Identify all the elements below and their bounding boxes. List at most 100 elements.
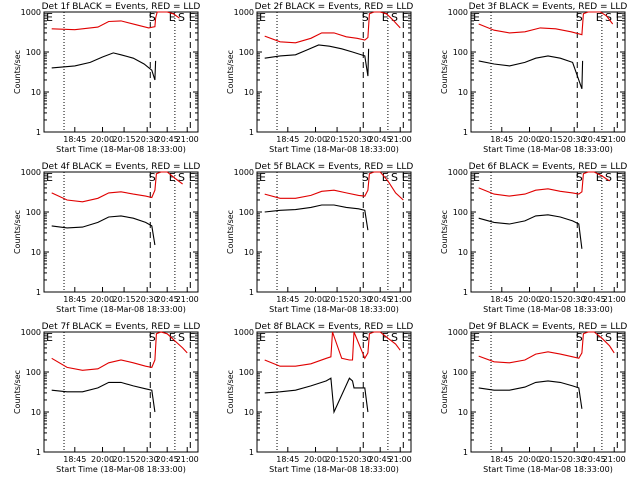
interval-marker-label: E — [46, 171, 53, 184]
detector-chart: Det 1f BLACK = Events, RED = LLD 1 10 100 10… — [13, 2, 201, 154]
x-tick-label: 21:00 — [602, 455, 625, 464]
x-tick-label: 21:00 — [389, 295, 412, 304]
y-tick-label: 10 — [31, 88, 41, 97]
x-tick-label: 21:00 — [176, 455, 199, 464]
y-axis-label: Counts/sec — [440, 370, 449, 414]
y-tick-label: 10 — [457, 408, 467, 417]
lld-series-line — [478, 331, 615, 364]
events-series-line — [264, 44, 370, 77]
x-tick-label: 20:00 — [91, 295, 114, 304]
x-tick-label: 20:00 — [304, 135, 327, 144]
x-tick-label: 20:30 — [349, 295, 372, 304]
detector-chart: Det 4f BLACK = Events, RED = LLD 1 10 100 10… — [13, 162, 200, 314]
y-tick-label: 1000 — [447, 328, 467, 337]
interval-marker-label: S — [149, 331, 156, 344]
y-tick-label: 100 — [239, 208, 254, 217]
x-tick-label: 21:00 — [602, 295, 625, 304]
interval-marker-label: E — [169, 171, 176, 184]
interval-marker-label: E — [402, 171, 409, 184]
lld-series-line — [478, 11, 613, 36]
chart-title: Det 9f BLACK = Events, RED = LLD — [468, 322, 627, 332]
y-tick-label: 1 — [249, 448, 254, 457]
lld-series-line — [264, 331, 401, 367]
y-tick-label: 100 — [26, 368, 41, 377]
x-tick-label: 18:45 — [277, 295, 300, 304]
x-axis-label: Start Time (18-Mar-08 18:33:00) — [483, 145, 613, 154]
x-tick-label: 18:45 — [63, 135, 86, 144]
detector-panel: Det 1f BLACK = Events, RED = LLD 1 10 100 10… — [0, 0, 213, 160]
interval-marker-label: E — [615, 11, 622, 24]
y-tick-label: 100 — [239, 48, 254, 57]
x-tick-label: 20:45 — [369, 455, 392, 464]
y-tick-label: 1 — [463, 448, 468, 457]
interval-marker-label: E — [615, 171, 622, 184]
y-tick-label: 10 — [457, 88, 467, 97]
lld-series-line — [264, 11, 401, 44]
interval-marker-label: E — [189, 331, 196, 344]
x-tick-label: 18:45 — [63, 455, 86, 464]
interval-marker-label: E — [382, 331, 389, 344]
x-tick-label: 20:30 — [349, 135, 372, 144]
detector-panel: Det 4f BLACK = Events, RED = LLD 1 10 100 10… — [0, 160, 213, 320]
y-tick-label: 1 — [463, 288, 468, 297]
interval-marker-label: S — [178, 171, 185, 184]
interval-marker-label: E — [259, 171, 266, 184]
lld-series-line — [51, 11, 180, 31]
x-tick-label: 20:45 — [369, 135, 392, 144]
detector-chart: Det 5f BLACK = Events, RED = LLD 1 10 100 10… — [226, 162, 414, 314]
y-tick-label: 100 — [26, 208, 41, 217]
y-axis-label: Counts/sec — [440, 210, 449, 254]
interval-marker-label: E — [259, 331, 266, 344]
x-tick-label: 20:45 — [582, 135, 605, 144]
detector-chart: Det 7f BLACK = Events, RED = LLD 1 10 100 10… — [13, 322, 200, 474]
y-tick-label: 1000 — [234, 328, 254, 337]
chart-title: Det 6f BLACK = Events, RED = LLD — [468, 162, 627, 172]
detector-panel: Det 3f BLACK = Events, RED = LLD 1 10 100 10… — [427, 0, 640, 160]
plot-frame — [470, 171, 626, 293]
detector-chart: Det 6f BLACK = Events, RED = LLD 1 10 100 10… — [440, 162, 627, 314]
y-axis-label: Counts/sec — [13, 50, 22, 94]
lld-series-line — [478, 171, 610, 197]
interval-marker-label: S — [149, 11, 156, 24]
x-tick-label: 21:00 — [602, 135, 625, 144]
interval-marker-label: E — [259, 11, 266, 24]
interval-marker-label: S — [575, 171, 582, 184]
x-tick-label: 20:45 — [582, 455, 605, 464]
y-axis-label: Counts/sec — [226, 210, 235, 254]
interval-marker-label: E — [189, 171, 196, 184]
x-tick-label: 20:45 — [156, 135, 179, 144]
x-tick-label: 20:00 — [518, 135, 541, 144]
x-tick-label: 20:00 — [91, 455, 114, 464]
y-tick-label: 1000 — [21, 8, 41, 17]
events-series-line — [51, 52, 157, 81]
interval-marker-label: S — [575, 11, 582, 24]
x-tick-label: 20:30 — [562, 295, 585, 304]
detector-panel: Det 6f BLACK = Events, RED = LLD 1 10 100 10… — [427, 160, 640, 320]
interval-marker-label: S — [605, 331, 612, 344]
y-tick-label: 1000 — [447, 8, 467, 17]
x-tick-label: 20:30 — [349, 455, 372, 464]
x-axis-label: Start Time (18-Mar-08 18:33:00) — [270, 305, 400, 314]
x-tick-label: 18:45 — [277, 455, 300, 464]
chart-title: Det 5f BLACK = Events, RED = LLD — [255, 162, 414, 172]
plot-frame — [256, 11, 412, 133]
x-tick-label: 20:30 — [136, 295, 159, 304]
detector-chart: Det 3f BLACK = Events, RED = LLD 1 10 100 10… — [440, 2, 627, 154]
interval-marker-label: S — [362, 11, 369, 24]
chart-title: Det 8f BLACK = Events, RED = LLD — [255, 322, 414, 332]
interval-marker-label: E — [382, 11, 389, 24]
interval-marker-label: E — [473, 331, 480, 344]
interval-marker-label: S — [178, 331, 185, 344]
events-series-line — [478, 380, 583, 409]
x-tick-label: 18:45 — [63, 295, 86, 304]
chart-title: Det 1f BLACK = Events, RED = LLD — [42, 2, 201, 12]
plot-frame — [43, 331, 199, 453]
events-series-line — [478, 55, 583, 89]
interval-marker-label: S — [362, 331, 369, 344]
interval-marker-label: S — [391, 171, 398, 184]
interval-marker-label: E — [595, 171, 602, 184]
y-tick-label: 10 — [244, 88, 254, 97]
interval-marker-label: E — [46, 11, 53, 24]
x-tick-label: 20:00 — [518, 455, 541, 464]
interval-marker-label: E — [402, 331, 409, 344]
